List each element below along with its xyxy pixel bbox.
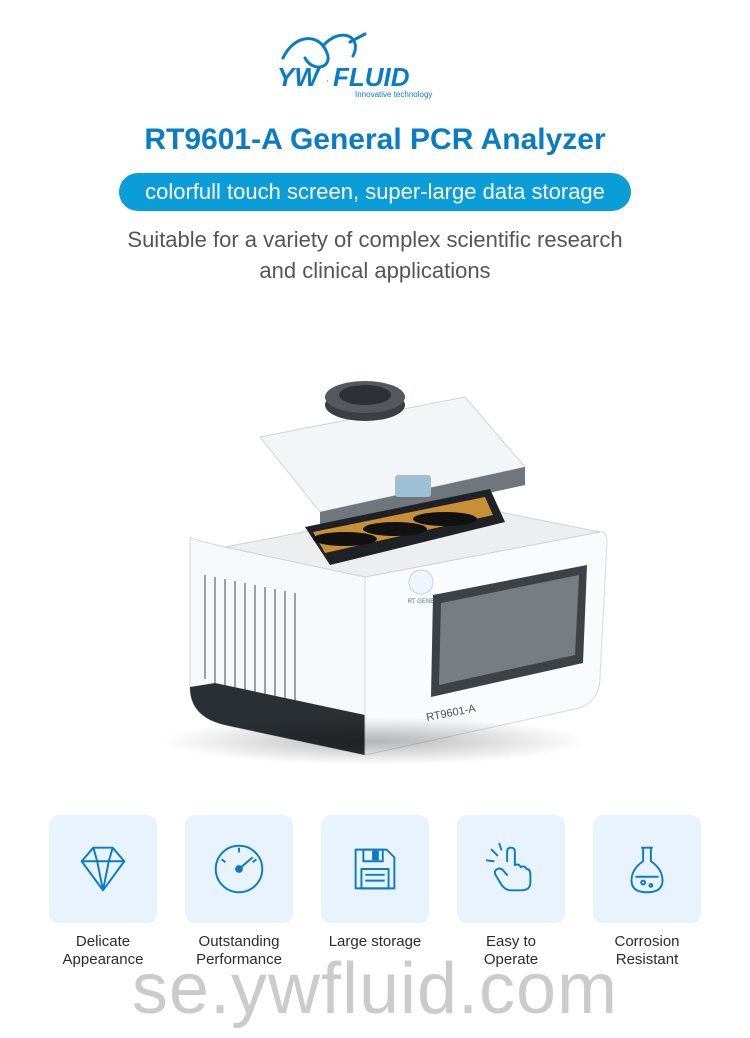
floppy-icon bbox=[344, 838, 406, 900]
feature-tile bbox=[457, 815, 565, 923]
feature-tile bbox=[49, 815, 157, 923]
feature-tile bbox=[321, 815, 429, 923]
gauge-icon bbox=[208, 838, 270, 900]
feature-row: Delicate Appearance Outstanding Performa… bbox=[0, 815, 750, 971]
product-title: RT9601-A General PCR Analyzer bbox=[0, 123, 750, 157]
brand-logo: YW ' FLUID Innovative technology bbox=[265, 28, 485, 100]
product-image: RT GENE RT9601-A bbox=[95, 317, 655, 787]
feature-label: Outstanding Performance bbox=[185, 933, 293, 971]
subtitle: Suitable for a variety of complex scient… bbox=[0, 225, 750, 287]
subtitle-line1: Suitable for a variety of complex scient… bbox=[127, 227, 622, 252]
logo-tagline: Innovative technology bbox=[355, 90, 432, 99]
feature-storage: Large storage bbox=[321, 815, 429, 971]
logo-area: YW ' FLUID Innovative technology bbox=[0, 0, 750, 105]
device-brand-badge: RT GENE bbox=[408, 599, 434, 605]
feature-label: Large storage bbox=[321, 933, 429, 952]
feature-corrosion: Corrosion Resistant bbox=[593, 815, 701, 971]
feature-easy: Easy to Operate bbox=[457, 815, 565, 971]
logo-text: YW bbox=[277, 62, 321, 92]
feature-delicate: Delicate Appearance bbox=[49, 815, 157, 971]
feature-tile bbox=[593, 815, 701, 923]
tagline-pill: colorfull touch screen, super-large data… bbox=[119, 173, 631, 211]
feature-tile bbox=[185, 815, 293, 923]
diamond-icon bbox=[72, 838, 134, 900]
feature-label: Corrosion Resistant bbox=[593, 933, 701, 971]
feature-label: Easy to Operate bbox=[457, 933, 565, 971]
subtitle-line2: and clinical applications bbox=[259, 258, 490, 283]
svg-text:': ' bbox=[327, 79, 329, 88]
svg-text:FLUID: FLUID bbox=[333, 62, 410, 92]
feature-performance: Outstanding Performance bbox=[185, 815, 293, 971]
feature-label: Delicate Appearance bbox=[49, 933, 157, 971]
flask-icon bbox=[616, 838, 678, 900]
product-shadow bbox=[160, 717, 590, 765]
tap-icon bbox=[480, 838, 542, 900]
